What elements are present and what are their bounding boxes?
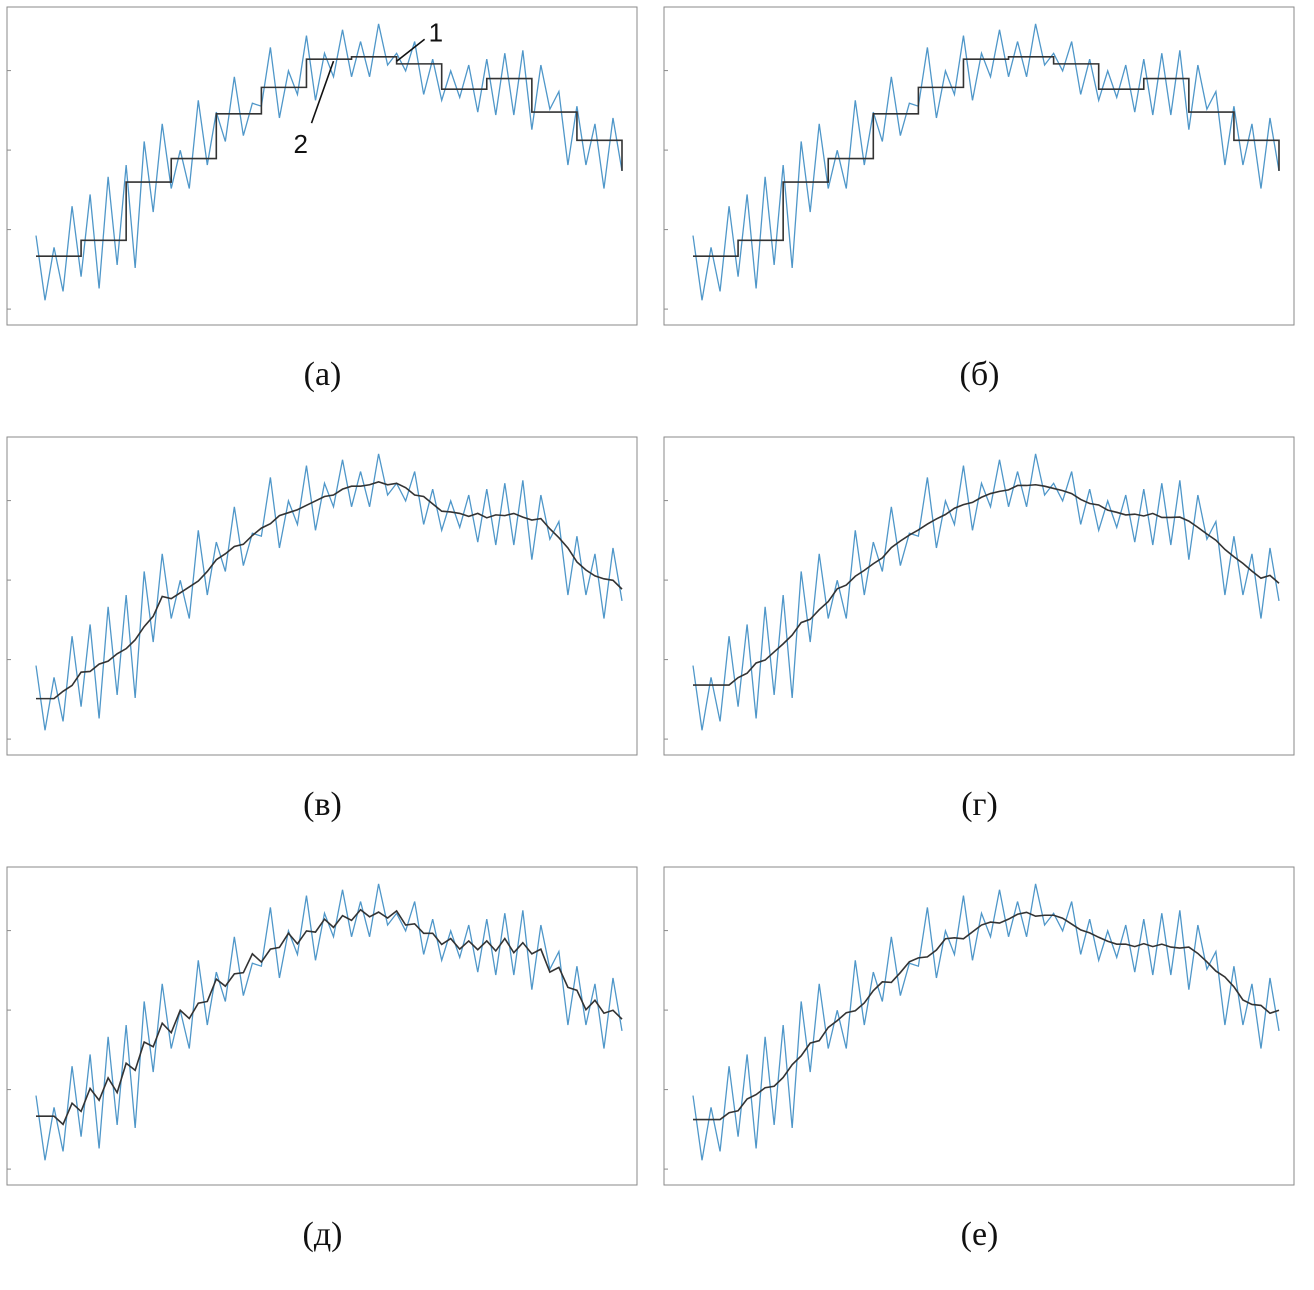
chart-panel-b: (б) — [657, 0, 1302, 430]
plot-frame-e — [6, 866, 638, 1186]
chart-plot-e — [6, 866, 638, 1186]
chart-plot-b — [663, 6, 1295, 326]
chart-caption-e: (д) — [302, 1216, 343, 1253]
plot-frame-d — [663, 436, 1295, 756]
smoothed-series-line-e — [36, 908, 623, 1126]
chart-panel-c: (в) — [0, 430, 645, 860]
chart-panel-e: (д) — [0, 860, 645, 1290]
smoothed-series-line-b — [693, 56, 1280, 257]
chart-caption-a: (а) — [303, 356, 342, 393]
plot-frame-c — [6, 436, 638, 756]
chart-caption-d: (г) — [961, 786, 998, 823]
chart-plot-d — [663, 436, 1295, 756]
noisy-series-line-f — [692, 883, 1280, 1161]
noisy-series-line-b — [692, 23, 1280, 301]
smoothed-series-line-f — [693, 911, 1280, 1121]
plot-frame-f — [663, 866, 1295, 1186]
chart-panel-d: (г) — [657, 430, 1302, 860]
smoothed-series-line-a — [36, 56, 623, 257]
annotation-leader-2 — [310, 60, 335, 124]
smoothed-series-line-c — [36, 480, 623, 700]
chart-caption-f: (е) — [960, 1216, 999, 1253]
annotation-label-2: 2 — [294, 129, 308, 159]
noisy-series-line-a — [35, 23, 623, 301]
plot-frame-b — [663, 6, 1295, 326]
chart-plot-a: 12 — [6, 6, 638, 326]
chart-plot-f — [663, 866, 1295, 1186]
chart-caption-b: (б) — [959, 356, 1000, 393]
chart-panel-f: (е) — [657, 860, 1302, 1290]
plot-frame-a — [6, 6, 638, 326]
chart-caption-c: (в) — [303, 786, 342, 823]
smoothed-series-line-d — [693, 483, 1280, 686]
annotation-label-1: 1 — [429, 17, 443, 47]
chart-plot-c — [6, 436, 638, 756]
annotation-leader-1 — [396, 38, 426, 62]
noisy-series-line-e — [35, 883, 623, 1161]
